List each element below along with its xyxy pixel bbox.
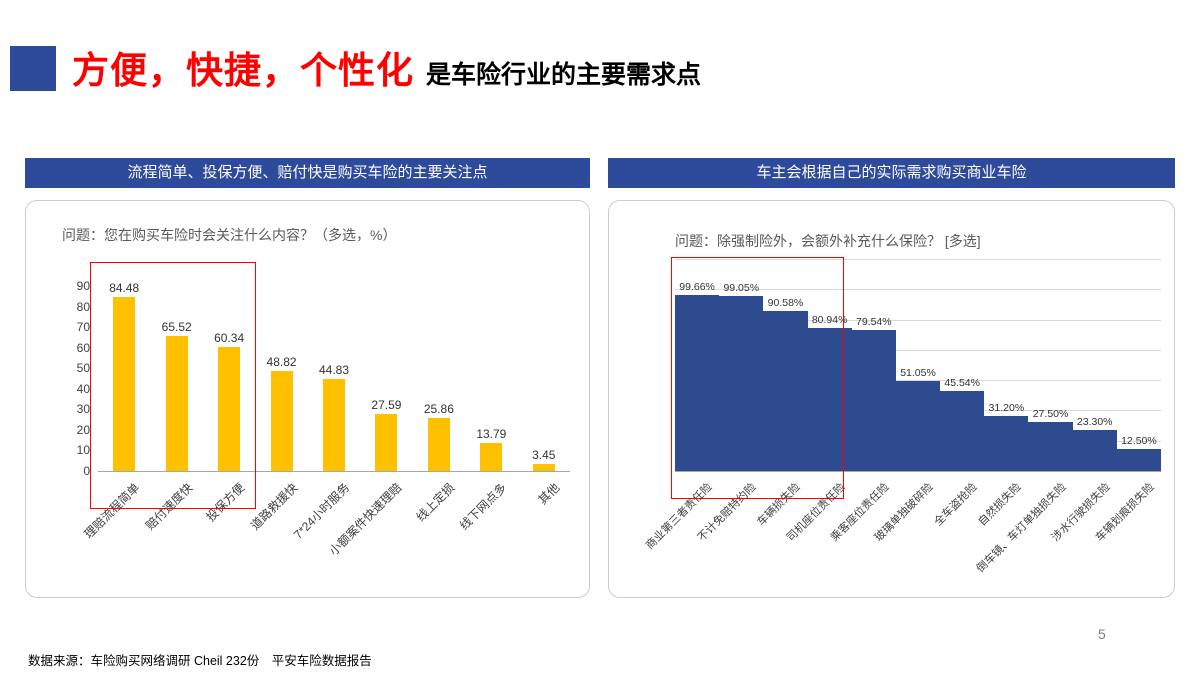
y-axis-tick: 60	[76, 340, 90, 355]
gridline	[675, 349, 1161, 351]
y-axis-tick: 30	[76, 402, 90, 417]
category-label: 线上定损	[413, 480, 458, 525]
gridline	[675, 380, 1161, 382]
chart-bar	[940, 390, 985, 471]
y-axis-tick: 90	[76, 279, 90, 293]
bar-value-label: 3.45	[532, 447, 556, 462]
x-axis-line	[675, 471, 1161, 472]
bar-value-label: 84.48	[109, 281, 140, 296]
gridline	[675, 319, 1161, 321]
page-title-highlight: 方便，快捷，个性化	[72, 50, 414, 91]
chart-bar	[807, 328, 852, 471]
left-chart-card: 问题：您在购买车险时会关注什么内容？（多选，%） 0 10 20 30 40 50 60 70…	[25, 200, 590, 598]
bar-value-label: 23.30%	[1076, 415, 1113, 428]
chart-bar	[1028, 422, 1073, 471]
category-label: 线下网点多	[457, 480, 510, 533]
bar-value-label: 79.54%	[856, 316, 892, 329]
bar-value-label: 80.94%	[811, 314, 848, 326]
chart-bar	[218, 346, 241, 471]
page-title-rest: 是车险行业的主要需求点	[426, 61, 702, 89]
supplement-insurance-bar-chart: 99.66% 99.05% 90.58% 80.94% 79.54% 51.05% 45.5…	[609, 201, 1174, 597]
right-panel-header: 车主会根据自己的实际需求购买商业车险	[608, 158, 1175, 188]
category-label: 其他	[535, 480, 563, 508]
bar-value-label: 44.83	[318, 362, 350, 377]
bar-value-label: 48.82	[266, 354, 297, 369]
y-axis-tick: 20	[76, 422, 90, 437]
purchase-focus-bar-chart: 0 10 20 30 40 50 60 70 80 90 84.48 65.52 60.34 48.82 4…	[26, 201, 589, 597]
y-axis-tick: 40	[76, 381, 90, 396]
chart-bar	[719, 296, 764, 471]
chart-bar	[480, 442, 503, 471]
bar-value-label: 13.79	[476, 426, 507, 441]
chart-bar	[165, 336, 188, 471]
chart-bar	[675, 294, 720, 471]
x-axis-line	[98, 471, 570, 472]
title-accent-square	[10, 46, 56, 91]
chart-bar	[1116, 448, 1161, 471]
y-axis-tick: 70	[76, 320, 90, 335]
highlight-box-right	[671, 257, 844, 499]
chart-bar	[323, 378, 345, 471]
bar-value-label: 60.34	[214, 330, 245, 345]
chart-bar	[1072, 429, 1117, 471]
bar-value-label: 25.86	[423, 401, 454, 416]
bar-value-label: 51.05%	[900, 366, 936, 379]
page-title: 方便，快捷，个性化 是车险行业的主要需求点	[72, 40, 701, 94]
y-axis-tick: 10	[76, 443, 90, 458]
bar-value-label: 99.05%	[723, 282, 760, 294]
chart-bar	[375, 414, 398, 471]
bar-value-label: 27.59	[371, 398, 402, 413]
chart-bar	[427, 417, 450, 471]
bar-value-label: 31.20%	[988, 401, 1025, 414]
y-axis-tick: 0	[83, 464, 90, 478]
chart-bar	[270, 370, 293, 471]
chart-bar	[113, 297, 136, 471]
chart-bar	[895, 380, 941, 471]
bar-value-label: 27.50%	[1032, 408, 1069, 421]
y-axis-tick: 50	[76, 361, 90, 376]
bar-value-label: 90.58%	[767, 296, 804, 309]
category-label: 全车盗抢险	[932, 481, 980, 529]
chart-bar	[984, 415, 1029, 471]
bar-value-label: 65.52	[161, 320, 192, 335]
left-panel-header: 流程简单、投保方便、赔付快是购买车险的主要关注点	[25, 158, 590, 188]
chart-bar	[532, 463, 555, 471]
left-chart-question: 问题：您在购买车险时会关注什么内容？（多选，%）	[62, 227, 397, 243]
chart-bar	[763, 310, 808, 471]
highlight-box-left	[90, 262, 256, 509]
bar-value-label: 45.54%	[944, 376, 980, 389]
gridline	[675, 289, 1161, 291]
page-number: 5	[1098, 626, 1106, 642]
right-chart-question: 问题：除强制险外，会额外补充什么保险？ [多选]	[675, 233, 981, 249]
right-chart-card: 问题：除强制险外，会额外补充什么保险？ [多选] 99.66% 99.05% 90.…	[608, 200, 1175, 598]
gridline	[675, 259, 1161, 260]
y-axis-tick: 80	[76, 299, 90, 314]
bar-value-label: 99.66%	[679, 280, 715, 293]
chart-bar	[851, 330, 896, 471]
bar-value-label: 12.50%	[1121, 434, 1157, 447]
data-source: 数据来源：车险购买网络调研 Cheil 232份 平安车险数据报告	[28, 654, 372, 668]
